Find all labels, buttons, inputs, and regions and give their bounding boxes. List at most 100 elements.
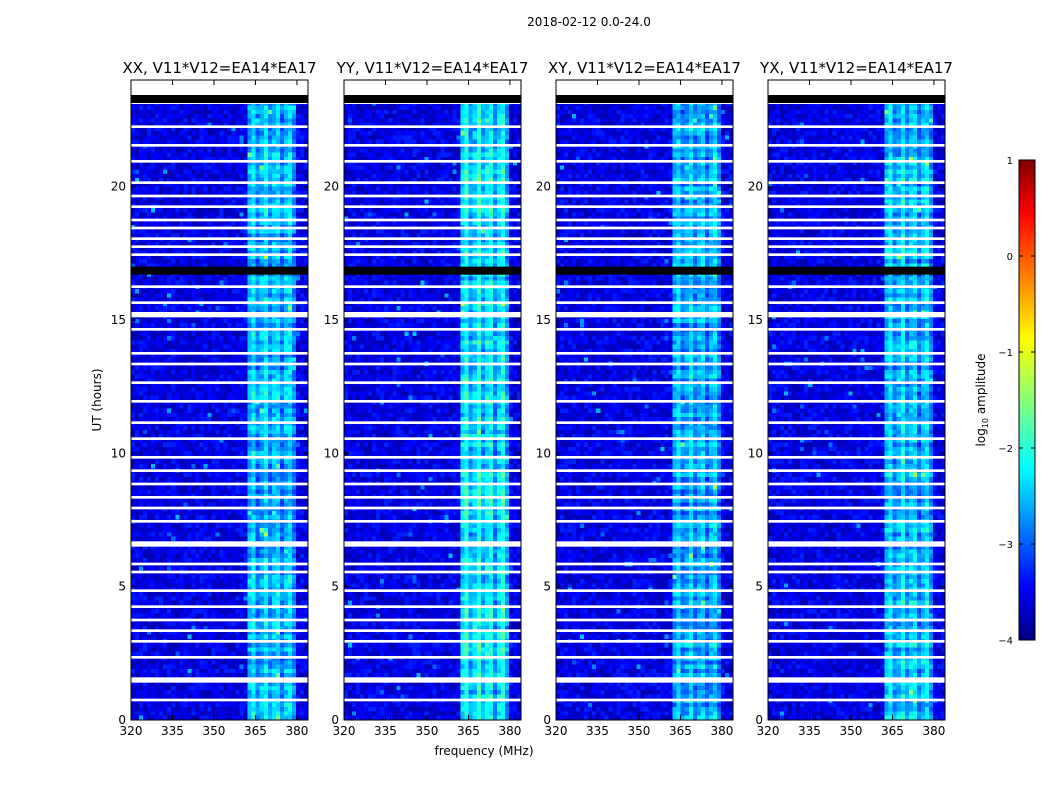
- heatmap-cell: [303, 190, 309, 196]
- heatmap-cell: [287, 135, 293, 141]
- heatmap-cell: [199, 306, 204, 311]
- heatmap-cell: [291, 148, 297, 153]
- heatmap-cell: [223, 306, 228, 311]
- heatmap-cell: [275, 331, 281, 337]
- heatmap-cell: [207, 365, 212, 371]
- heatmap-cell: [167, 464, 172, 469]
- heatmap-cell: [239, 139, 245, 145]
- heatmap-cell: [167, 118, 172, 124]
- heatmap-cell: [183, 387, 188, 392]
- heatmap-cell: [219, 199, 224, 205]
- heatmap-cell: [191, 126, 196, 132]
- heatmap-cell: [255, 229, 261, 234]
- heatmap-cell: [219, 263, 224, 269]
- heatmap-cell: [187, 536, 192, 542]
- heatmap-cell: [211, 451, 216, 456]
- heatmap-cell: [191, 195, 196, 200]
- heatmap-cell: [215, 165, 220, 170]
- heatmap-cell: [263, 545, 269, 550]
- heatmap-cell: [299, 387, 305, 392]
- heatmap-cell: [299, 250, 305, 256]
- heatmap-cell: [223, 365, 228, 371]
- heatmap-cell: [147, 374, 152, 380]
- heatmap-cell: [239, 323, 245, 328]
- heatmap-cell: [191, 242, 196, 247]
- heatmap-cell: [239, 408, 245, 414]
- heatmap-cell: [263, 417, 269, 422]
- heatmap-cell: [251, 446, 257, 452]
- heatmap-cell: [271, 498, 277, 503]
- heatmap-cell: [139, 131, 144, 136]
- heatmap-cell: [131, 365, 136, 371]
- heatmap-cell: [207, 340, 212, 345]
- heatmap-cell: [195, 331, 200, 337]
- heatmap-cell: [271, 515, 277, 520]
- heatmap-cell: [159, 553, 164, 559]
- heatmap-cell: [231, 250, 236, 256]
- heatmap-cell: [247, 161, 253, 166]
- heatmap-cell: [283, 523, 289, 529]
- heatmap-cell: [159, 208, 164, 213]
- heatmap-cell: [267, 297, 273, 303]
- heatmap-cell: [139, 557, 144, 563]
- heatmap-cell: [247, 451, 253, 456]
- heatmap-cell: [231, 344, 236, 350]
- heatmap-cell: [259, 122, 265, 128]
- heatmap-cell: [223, 348, 228, 354]
- heatmap-cell: [223, 378, 228, 384]
- heatmap-cell: [187, 318, 192, 324]
- heatmap-cell: [255, 122, 261, 128]
- heatmap-cell: [243, 289, 249, 294]
- heatmap-cell: [263, 212, 269, 217]
- heatmap-cell: [219, 173, 224, 179]
- heatmap-cell: [299, 306, 305, 311]
- heatmap-cell: [231, 280, 236, 286]
- heatmap-cell: [155, 549, 160, 554]
- heatmap-cell: [263, 515, 269, 520]
- heatmap-cell: [179, 289, 184, 294]
- heatmap-cell: [287, 378, 293, 384]
- heatmap-cell: [183, 446, 188, 452]
- heatmap-cell: [251, 122, 257, 128]
- heatmap-cell: [243, 280, 249, 286]
- heatmap-cell: [235, 190, 241, 196]
- heatmap-cell: [175, 348, 180, 354]
- heatmap-cell: [143, 344, 148, 350]
- heatmap-cell: [299, 276, 305, 281]
- heatmap-cell: [135, 459, 140, 465]
- heatmap-cell: [163, 276, 168, 281]
- heatmap-cell: [195, 182, 200, 188]
- heatmap-cell: [139, 451, 144, 456]
- heatmap-cell: [263, 425, 269, 431]
- heatmap-cell: [143, 259, 148, 264]
- heatmap-cell: [219, 186, 224, 192]
- heatmap-cell: [255, 242, 261, 247]
- heatmap-cell: [243, 515, 249, 520]
- heatmap-cell: [303, 391, 309, 397]
- heatmap-cell: [139, 489, 144, 495]
- heatmap-cell: [179, 173, 184, 179]
- heatmap-cell: [279, 118, 285, 124]
- heatmap-cell: [243, 336, 249, 341]
- heatmap-cell: [295, 374, 301, 380]
- heatmap-cell: [179, 169, 184, 175]
- heatmap-cell: [295, 182, 301, 188]
- heatmap-cell: [167, 114, 172, 119]
- heatmap-cell: [263, 323, 269, 328]
- heatmap-cell: [299, 173, 305, 179]
- heatmap-cell: [175, 387, 180, 392]
- heatmap-cell: [227, 131, 232, 136]
- heatmap-cell: [251, 229, 257, 234]
- heatmap-cell: [255, 246, 261, 252]
- heatmap-cell: [251, 259, 257, 264]
- heatmap-cell: [171, 109, 176, 115]
- heatmap-cell: [199, 417, 204, 422]
- heatmap-cell: [175, 510, 180, 516]
- heatmap-cell: [251, 336, 257, 341]
- heatmap-cell: [207, 485, 212, 490]
- heatmap-cell: [179, 109, 184, 115]
- heatmap-cell: [143, 510, 148, 516]
- heatmap-cell: [171, 118, 176, 124]
- heatmap-cell: [211, 220, 216, 226]
- heatmap-cell: [247, 515, 253, 520]
